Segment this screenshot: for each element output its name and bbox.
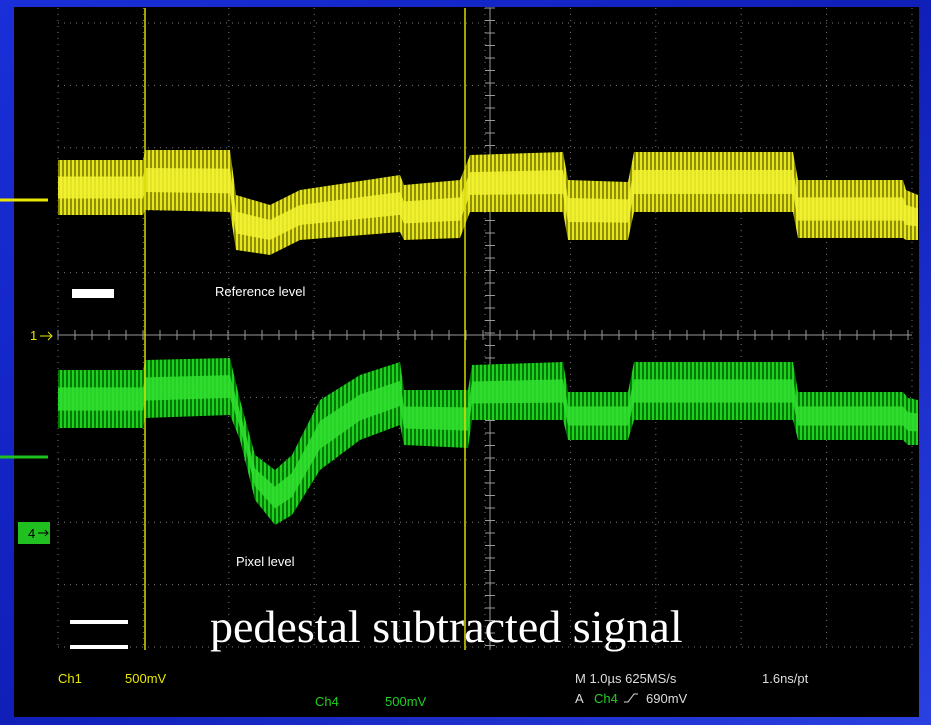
ch4-marker: 4 bbox=[28, 526, 35, 541]
legend-bar bbox=[70, 645, 128, 649]
legend-text: pedestal subtracted signal bbox=[210, 601, 683, 652]
page: {"screen": { "labels": {"reference": "Re… bbox=[0, 0, 931, 725]
timebase: M 1.0µs 625MS/s bbox=[575, 671, 677, 686]
pixel-label: Pixel level bbox=[236, 554, 295, 569]
trigger-prefix: A bbox=[575, 691, 584, 706]
reference-label: Reference level bbox=[215, 284, 305, 299]
trigger-source: Ch4 bbox=[594, 691, 618, 706]
ch1-scale: 500mV bbox=[125, 671, 167, 686]
ch1-label: Ch1 bbox=[58, 671, 82, 686]
legend-bar bbox=[70, 620, 128, 624]
resolution: 1.6ns/pt bbox=[762, 671, 809, 686]
ch4-label: Ch4 bbox=[315, 694, 339, 709]
slide: 1 4 Reference level Pixel level pedestal… bbox=[0, 0, 931, 725]
ch1-marker: 1 bbox=[30, 328, 37, 343]
legend-bar bbox=[72, 289, 114, 298]
ch4-scale: 500mV bbox=[385, 694, 427, 709]
trigger-level: 690mV bbox=[646, 691, 688, 706]
